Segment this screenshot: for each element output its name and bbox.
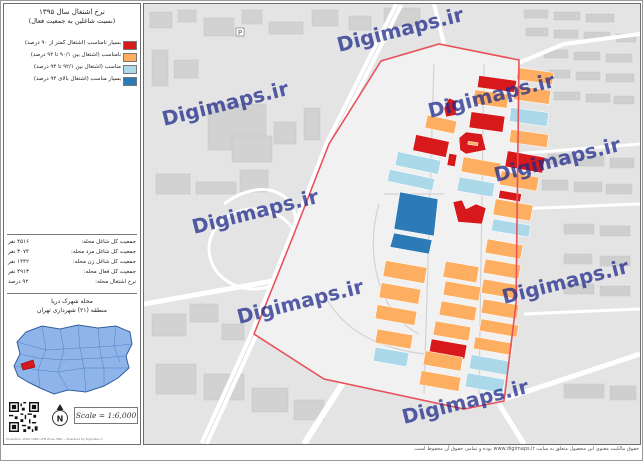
legend-label: بسیار نامناسب (اشتغال کمتر از ۹۰ درصد) [24,40,121,46]
legend-title: نرخ اشتغال سال ۱۳۹۵ [39,8,105,16]
block-polygon[interactable] [468,111,506,133]
block-polygon[interactable] [442,260,480,284]
block-polygon[interactable] [386,169,436,191]
block-polygon[interactable] [378,282,422,305]
block-polygon[interactable] [467,141,479,146]
block-polygon[interactable] [480,298,520,320]
block-polygon[interactable] [424,114,458,135]
stat-row: جمعیت کل فعال محله: ۴۹۱۳ نفر [8,269,136,278]
stat-value: ۹۲ درصد [8,279,29,285]
block-polygon[interactable] [490,218,532,238]
legend-label: نامناسب (اشتغال بین ۹۰/۱ تا ۹۲ درصد) [30,52,121,58]
block-polygon[interactable] [422,350,464,372]
stat-value: ۳۰۷۴ نفر [8,249,29,255]
block-polygon[interactable] [492,198,534,222]
scale-bar-text: Scale = 1:6,000 [74,407,138,424]
block-polygon[interactable] [446,153,458,167]
block-polygon[interactable] [498,189,522,203]
legend-swatch-good [123,65,137,74]
stat-label: جمعیت کل شاغل مرد محله: [71,249,136,255]
legend-swatch-poor [123,53,137,62]
block-polygon[interactable] [374,304,418,326]
stat-label: جمعیت کل شاغل زن محله: [72,259,136,265]
legend-subtitle: (نسبت شاغلین به جمعیت فعال) [28,17,116,25]
divider [7,293,137,294]
stat-row: جمعیت کل شاغل زن محله: ۱۴۴۲ نفر [8,259,136,268]
block-polygon[interactable] [393,191,439,237]
block-polygon[interactable] [389,232,433,255]
block-polygon[interactable] [512,85,552,105]
stat-value: ۴۹۱۳ نفر [8,269,29,275]
legend-item-good: مناسب (اشتغال بین ۹۲/۱ تا ۹۴ درصد) [7,64,137,74]
stat-row: نرخ اشتغال محله: ۹۲ درصد [8,279,136,288]
svg-text:N: N [57,415,64,424]
block-polygon[interactable] [480,278,520,300]
map-canvas[interactable]: P Digimaps.ir Digimaps.ir Digimaps.ir Di… [143,3,641,445]
stat-row: جمعیت کل شاغل مرد محله: ۳۰۷۴ نفر [8,249,136,258]
neighborhood-name: محله شهرک دریا [51,298,93,305]
block-polygon[interactable] [382,260,428,284]
block-polygon[interactable] [478,318,520,338]
block-polygon[interactable] [374,328,414,350]
stat-value: ۴۵۱۶ نفر [8,239,29,245]
neighborhood-area [254,44,519,409]
block-polygon[interactable] [516,67,554,85]
block-polygon[interactable] [432,320,472,342]
block-polygon[interactable] [372,346,410,368]
block-polygon[interactable] [468,354,512,376]
stat-label: جمعیت کل فعال محله: [83,269,136,275]
north-arrow-icon: N [52,404,68,426]
legend-swatch-very-good [123,77,137,86]
block-polygon[interactable] [418,370,462,392]
block-polygon[interactable] [504,150,546,174]
employment-rate-blocks [372,67,554,394]
block-polygon[interactable] [412,134,450,158]
legend-item-very-poor: بسیار نامناسب (اشتغال کمتر از ۹۰ درصد) [7,40,137,50]
stat-value: ۱۴۴۲ نفر [8,259,29,265]
legend-label: بسیار مناسب (اشتغال بالای ۹۴ درصد) [33,76,121,82]
block-polygon[interactable] [443,97,457,118]
neighborhood-boundary [253,43,520,410]
copyright-footer: حقوق مالکیت معنوی این محصول متعلق به سای… [413,446,639,452]
stat-label: جمعیت کل شاغل محله: [81,239,136,245]
base-map: P Digimaps.ir Digimaps.ir Digimaps.ir Di… [144,4,640,444]
qr-code [9,402,39,432]
block-polygon[interactable] [472,89,510,109]
poi-marker-icon: P [235,27,245,37]
block-polygon[interactable] [464,372,506,394]
legend-swatch-very-poor [123,41,137,50]
block-polygon[interactable] [472,336,514,356]
block-polygon[interactable] [442,280,482,302]
tehran-locator-map [13,324,133,395]
divider [7,234,137,235]
block-polygon[interactable] [394,151,442,175]
stat-label: نرخ اشتغال محله: [95,279,136,285]
highlighted-district [20,359,36,371]
legend-panel: نرخ اشتغال سال ۱۳۹۵ (نسبت شاغلین به جمعی… [3,3,141,445]
block-polygon[interactable] [452,199,487,225]
legend-item-poor: نامناسب (اشتغال بین ۹۰/۱ تا ۹۲ درصد) [7,52,137,62]
map-credit: Projection: WGS 1984 UTM Zone 39N — Prep… [6,437,103,441]
legend-item-very-good: بسیار مناسب (اشتغال بالای ۹۴ درصد) [7,76,137,86]
block-polygon[interactable] [482,258,522,280]
block-polygon[interactable] [456,176,496,198]
svg-text:P: P [238,29,242,37]
block-polygon[interactable] [438,300,478,322]
northeast-residential-blocks [523,9,637,401]
block-polygon[interactable] [508,129,549,148]
stat-row: جمعیت کل شاغل محله: ۴۵۱۶ نفر [8,239,136,248]
block-polygon[interactable] [460,156,502,179]
block-polygon[interactable] [484,238,524,260]
legend-label: مناسب (اشتغال بین ۹۲/۱ تا ۹۴ درصد) [33,64,121,70]
district-name: منطقه (۲۱) شهرداری تهران [37,307,107,314]
